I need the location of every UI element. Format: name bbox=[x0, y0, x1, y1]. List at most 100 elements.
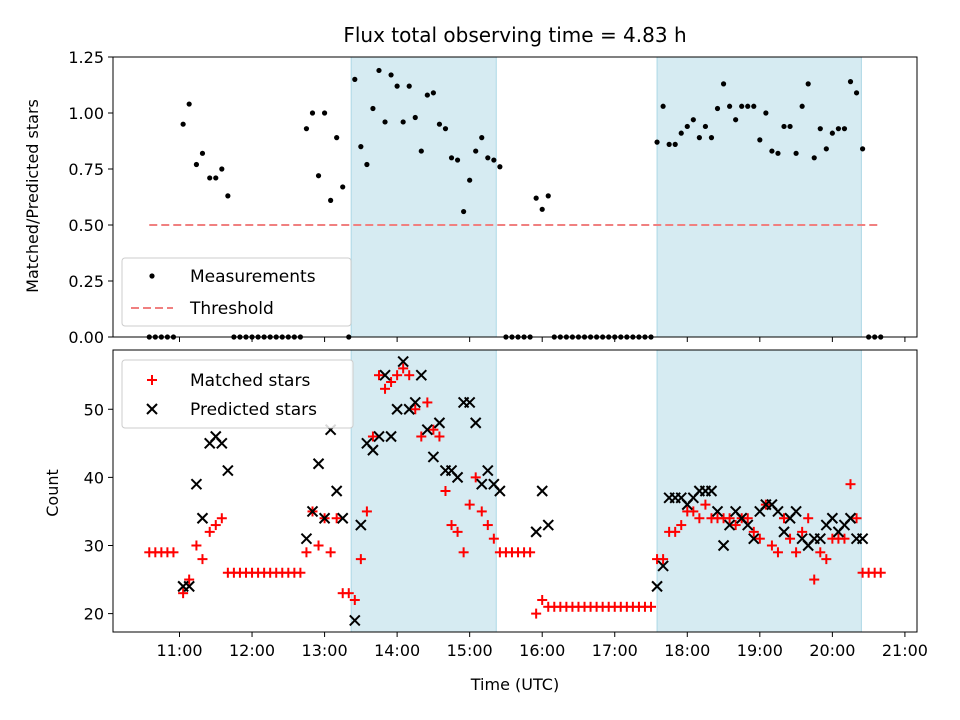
matched-star-point-49 bbox=[446, 520, 457, 531]
matched-star-point-82 bbox=[646, 601, 657, 612]
bottom-axes: 11:00 12:00 13:00 14:00 15:00 16:00 17:00 18:00… bbox=[84, 349, 928, 660]
matched-star-point-48 bbox=[440, 486, 451, 496]
matched-star-point-53 bbox=[470, 472, 481, 483]
predicted-star-point-1 bbox=[183, 580, 195, 593]
measurement-point-6 bbox=[186, 101, 192, 107]
matched-star-point-6 bbox=[184, 574, 195, 585]
bottom-shaded-regions bbox=[350, 350, 862, 632]
shaded-interval-0 bbox=[351, 350, 497, 632]
predicted-star-point-26 bbox=[415, 369, 428, 381]
predicted-star-point-37 bbox=[482, 464, 494, 477]
matched-star-point-87 bbox=[676, 520, 687, 531]
predicted-star-point-59 bbox=[748, 532, 760, 545]
top-data-marks bbox=[146, 67, 884, 340]
matched-star-point-109 bbox=[809, 574, 820, 585]
measurement-point-57 bbox=[497, 164, 503, 170]
measurement-point-68 bbox=[563, 334, 569, 340]
measurement-point-58 bbox=[503, 334, 509, 340]
x-tick-label-4: 15:00 bbox=[447, 641, 493, 660]
measurement-point-55 bbox=[485, 155, 491, 161]
measurement-point-25 bbox=[303, 126, 310, 132]
predicted-star-point-77 bbox=[856, 532, 869, 545]
measurement-point-99 bbox=[751, 103, 757, 109]
measurement-point-117 bbox=[859, 146, 866, 152]
matched-star-point-99 bbox=[748, 526, 759, 537]
matched-star-point-102 bbox=[766, 540, 777, 551]
measurement-point-62 bbox=[527, 334, 533, 340]
measurement-point-104 bbox=[781, 123, 787, 130]
top-y-tick-label-3: 0.75 bbox=[68, 160, 104, 179]
matched-star-point-105 bbox=[785, 533, 796, 544]
matched-star-point-104 bbox=[779, 513, 790, 524]
measurement-point-34 bbox=[358, 144, 364, 150]
legend-matched-label: Matched stars bbox=[190, 371, 310, 391]
measurement-point-85 bbox=[666, 141, 672, 147]
measurement-point-41 bbox=[400, 119, 406, 125]
measurement-point-56 bbox=[491, 157, 497, 163]
measurement-point-17 bbox=[255, 334, 261, 340]
legend-measurements-label: Measurements bbox=[190, 267, 316, 287]
matched-star-point-36 bbox=[367, 431, 378, 442]
measurement-point-95 bbox=[727, 103, 733, 109]
predicted-star-point-27 bbox=[421, 423, 434, 436]
matched-star-point-30 bbox=[331, 513, 342, 524]
measurement-point-75 bbox=[606, 334, 612, 340]
bottom-y-tick-label-0: 20 bbox=[84, 605, 104, 624]
matched-star-point-50 bbox=[452, 526, 463, 537]
measurement-point-64 bbox=[539, 206, 545, 212]
measurement-point-107 bbox=[799, 103, 805, 109]
measurement-point-80 bbox=[636, 334, 642, 340]
measurement-point-16 bbox=[249, 334, 255, 340]
measurement-point-9 bbox=[207, 175, 213, 181]
matched-star-point-42 bbox=[404, 370, 415, 381]
matched-star-point-100 bbox=[754, 533, 765, 544]
measurement-point-87 bbox=[678, 130, 684, 136]
measurement-point-105 bbox=[787, 123, 793, 130]
predicted-star-point-14 bbox=[337, 512, 349, 524]
measurement-point-8 bbox=[199, 150, 206, 156]
matched-star-point-110 bbox=[815, 547, 826, 558]
predicted-star-point-35 bbox=[469, 417, 482, 429]
top-shaded-regions bbox=[350, 57, 862, 337]
measurement-point-19 bbox=[267, 334, 273, 340]
predicted-star-point-42 bbox=[542, 519, 554, 531]
predicted-star-point-41 bbox=[536, 485, 548, 497]
measurement-point-92 bbox=[708, 135, 715, 141]
bottom-y-tick-label-1: 30 bbox=[84, 536, 104, 555]
predicted-star-point-40 bbox=[530, 526, 542, 538]
measurement-point-94 bbox=[720, 81, 727, 87]
measurement-point-111 bbox=[823, 146, 829, 152]
matched-star-point-98 bbox=[742, 513, 753, 524]
measurement-point-42 bbox=[406, 83, 412, 89]
top-legend: Measurements Threshold bbox=[121, 257, 352, 327]
measurement-point-108 bbox=[805, 81, 811, 87]
top-y-tick-label-5: 1.25 bbox=[68, 48, 104, 67]
measurement-point-67 bbox=[557, 334, 563, 340]
legend-matched-marker bbox=[147, 375, 157, 385]
measurement-point-101 bbox=[763, 110, 769, 116]
measurement-point-45 bbox=[424, 92, 430, 98]
x-tick-label-10: 21:00 bbox=[882, 641, 928, 660]
predicted-star-point-10 bbox=[312, 458, 325, 470]
measurement-point-26 bbox=[309, 110, 316, 116]
x-tick-label-3: 14:00 bbox=[374, 641, 420, 660]
matched-star-point-7 bbox=[191, 540, 202, 551]
measurement-point-79 bbox=[630, 334, 636, 340]
shaded-interval-1 bbox=[657, 350, 862, 632]
measurement-point-53 bbox=[473, 148, 479, 154]
matched-star-point-63 bbox=[531, 608, 542, 619]
matched-star-point-120 bbox=[875, 567, 886, 578]
predicted-star-point-20 bbox=[379, 369, 391, 381]
measurement-point-40 bbox=[394, 83, 400, 89]
measurement-point-23 bbox=[291, 334, 297, 340]
measurement-point-76 bbox=[612, 334, 618, 340]
legend-threshold-label: Threshold bbox=[189, 299, 274, 319]
matched-star-point-39 bbox=[386, 377, 397, 388]
x-tick-label-8: 19:00 bbox=[737, 641, 783, 660]
measurement-point-69 bbox=[569, 334, 576, 340]
matched-star-point-96 bbox=[730, 520, 741, 531]
measurement-point-12 bbox=[225, 193, 231, 199]
matched-star-point-51 bbox=[458, 547, 469, 558]
measurement-point-15 bbox=[243, 334, 249, 340]
measurement-point-37 bbox=[376, 67, 382, 74]
